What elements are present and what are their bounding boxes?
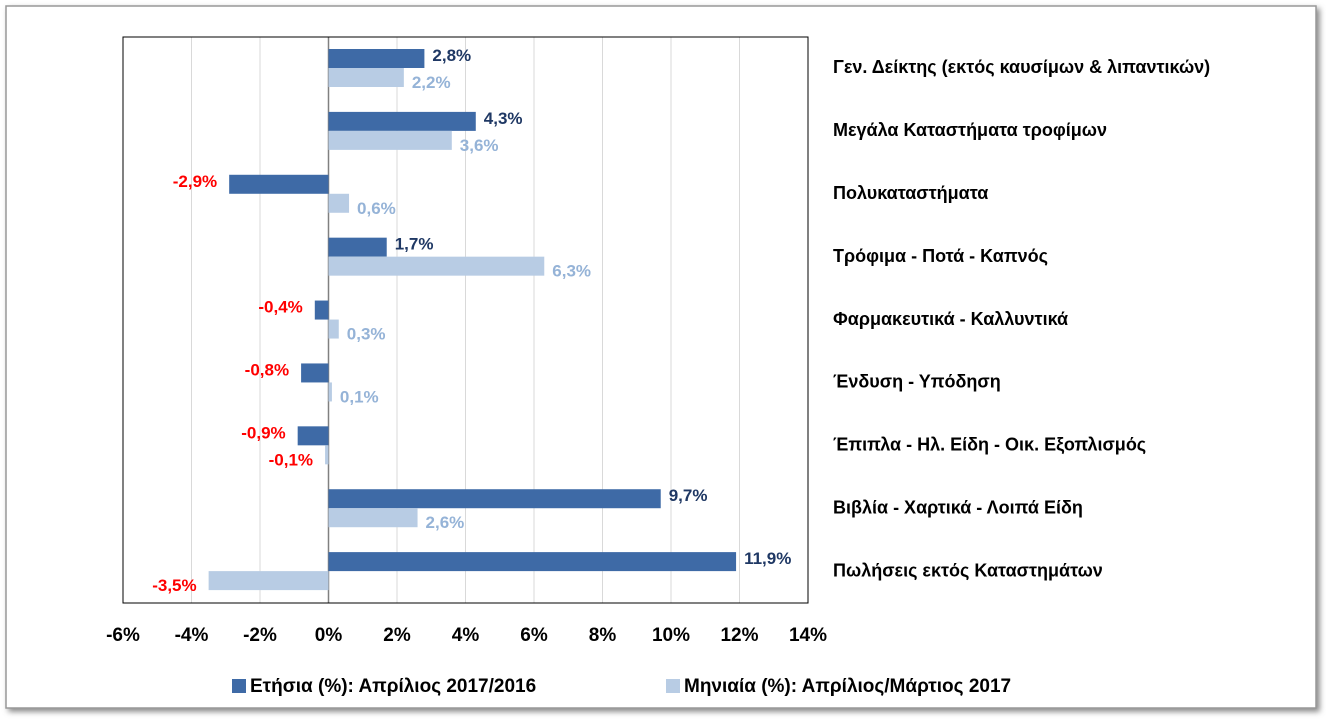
data-label: 9,7% [669,486,708,505]
category-label: Τρόφιμα - Ποτά - Καπνός [833,246,1048,266]
data-label: 4,3% [484,109,523,128]
data-label: 1,7% [395,235,434,254]
bar [328,256,545,276]
bar [314,300,329,320]
data-label: 2,2% [412,73,451,92]
category-label: Ένδυση - Υπόδηση [833,372,1001,392]
data-label: 2,8% [432,46,471,65]
x-tick-label: 4% [452,625,480,646]
x-tick-label: 10% [652,625,690,646]
bar [328,319,339,339]
x-tick-label: -4% [175,625,209,646]
data-label: 3,6% [460,136,499,155]
bar [328,49,425,68]
data-label: -3,5% [152,576,196,595]
frame [5,5,1317,709]
bar [328,130,452,150]
category-label: Πολυκαταστήματα [833,183,988,203]
category-label: Βιβλία - Χαρτικά - Λοιπά Είδη [833,497,1083,517]
data-label: -0,4% [258,298,302,317]
bar [301,363,329,383]
data-label: 2,6% [426,513,465,532]
data-label: -2,9% [173,172,217,191]
bar [297,426,329,446]
x-tick-label: -2% [243,625,277,646]
legend-label: Μηνιαία (%): Απρίλιος/Μάρτιος 2017 [684,676,1011,697]
data-label: -0,9% [241,423,285,442]
bar [328,508,418,528]
legend-label: Ετήσια (%): Απρίλιος 2017/2016 [250,676,536,697]
x-tick-label: -6% [106,625,140,646]
category-label: Μεγάλα Καταστήματα τροφίμων [833,120,1107,140]
plot-area [122,36,809,604]
x-tick-label: 12% [720,625,758,646]
category-label: Πωλήσεις εκτός Καταστημάτων [833,560,1103,580]
category-label: Γεν. Δείκτης (εκτός καυσίμων & λιπαντικώ… [833,57,1210,77]
data-label: 11,9% [744,549,791,568]
data-label: 0,3% [347,325,386,344]
category-label: Φαρμακευτικά - Καλλυντικά [833,309,1068,329]
bar [328,193,350,213]
bar [328,489,661,509]
x-tick-label: 8% [589,625,617,646]
data-label: -0,1% [269,450,313,469]
bar [325,445,329,465]
bar [328,237,387,257]
legend-swatch [232,679,246,693]
bar [229,174,329,194]
x-tick-label: 6% [520,625,548,646]
bar [208,571,329,591]
x-tick-label: 2% [383,625,411,646]
data-label: 6,3% [552,262,591,281]
legend-swatch [666,679,680,693]
x-tick-label: 14% [789,625,827,646]
bar [328,382,332,402]
bar [328,552,737,572]
x-tick-label: 0% [315,625,343,646]
data-label: -0,8% [245,360,289,379]
bar [328,111,476,131]
category-label: Έπιπλα - Ηλ. Είδη - Οικ. Εξοπλισμός [833,435,1146,456]
data-label: 0,1% [340,387,379,406]
data-label: 0,6% [357,199,396,218]
bar [328,68,404,87]
